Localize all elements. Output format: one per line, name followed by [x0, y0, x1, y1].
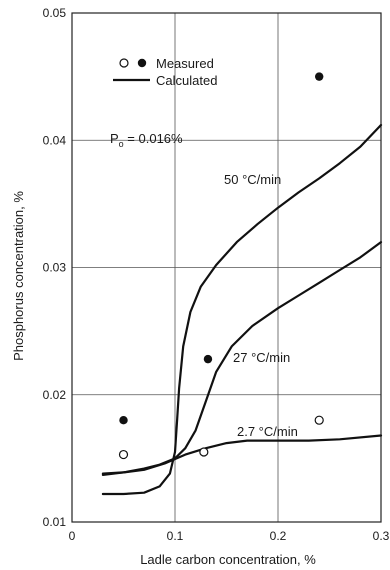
measured-point-open [314, 415, 324, 425]
calculated-curves [101, 123, 383, 496]
y-tick-label: 0.05 [43, 6, 67, 20]
y-tick-label: 0.03 [43, 261, 67, 275]
x-axis-title: Ladle carbon concentration, % [140, 552, 316, 567]
measured-point-open [199, 447, 209, 457]
plot-frame [71, 12, 382, 523]
legend: Measured Calculated [113, 56, 217, 88]
initial-phosphorus-label: Po = 0.016% [110, 131, 183, 149]
measured-point-filled [119, 416, 128, 425]
measured-point-open [118, 449, 129, 460]
x-tick-label: 0 [69, 529, 76, 543]
legend-filled-marker [137, 58, 147, 68]
grid-lines [72, 13, 381, 522]
measured-points [118, 72, 324, 460]
x-tick-label: 0.2 [270, 529, 287, 543]
y-axis-title: Phosphorus concentration, % [11, 191, 26, 361]
p0-subscript: o [119, 139, 124, 149]
y-tick-label: 0.01 [43, 515, 67, 529]
measured-point-filled [203, 354, 213, 364]
x-tick-label: 0.3 [373, 529, 390, 543]
x-tick-label: 0.1 [167, 529, 184, 543]
calculated-curve-0 [101, 123, 383, 496]
y-tick-label: 0.04 [43, 133, 67, 147]
measured-point-filled [315, 72, 324, 81]
legend-calculated-label: Calculated [156, 73, 217, 88]
curve-label-27: 27 °C/min [233, 350, 290, 365]
p0-symbol: P [110, 131, 119, 146]
y-tick-label: 0.02 [43, 388, 67, 402]
legend-open-marker [119, 58, 129, 68]
calculated-curve-2 [101, 434, 383, 475]
axis-ticks: 0 0.1 0.2 0.3 0.01 0.02 0.03 0.04 0.05 [43, 6, 390, 543]
p0-value: = 0.016% [124, 131, 183, 146]
curve-label-50: 50 °C/min [224, 172, 281, 187]
legend-measured-label: Measured [156, 56, 214, 71]
curve-label-2-7: 2.7 °C/min [237, 424, 298, 439]
